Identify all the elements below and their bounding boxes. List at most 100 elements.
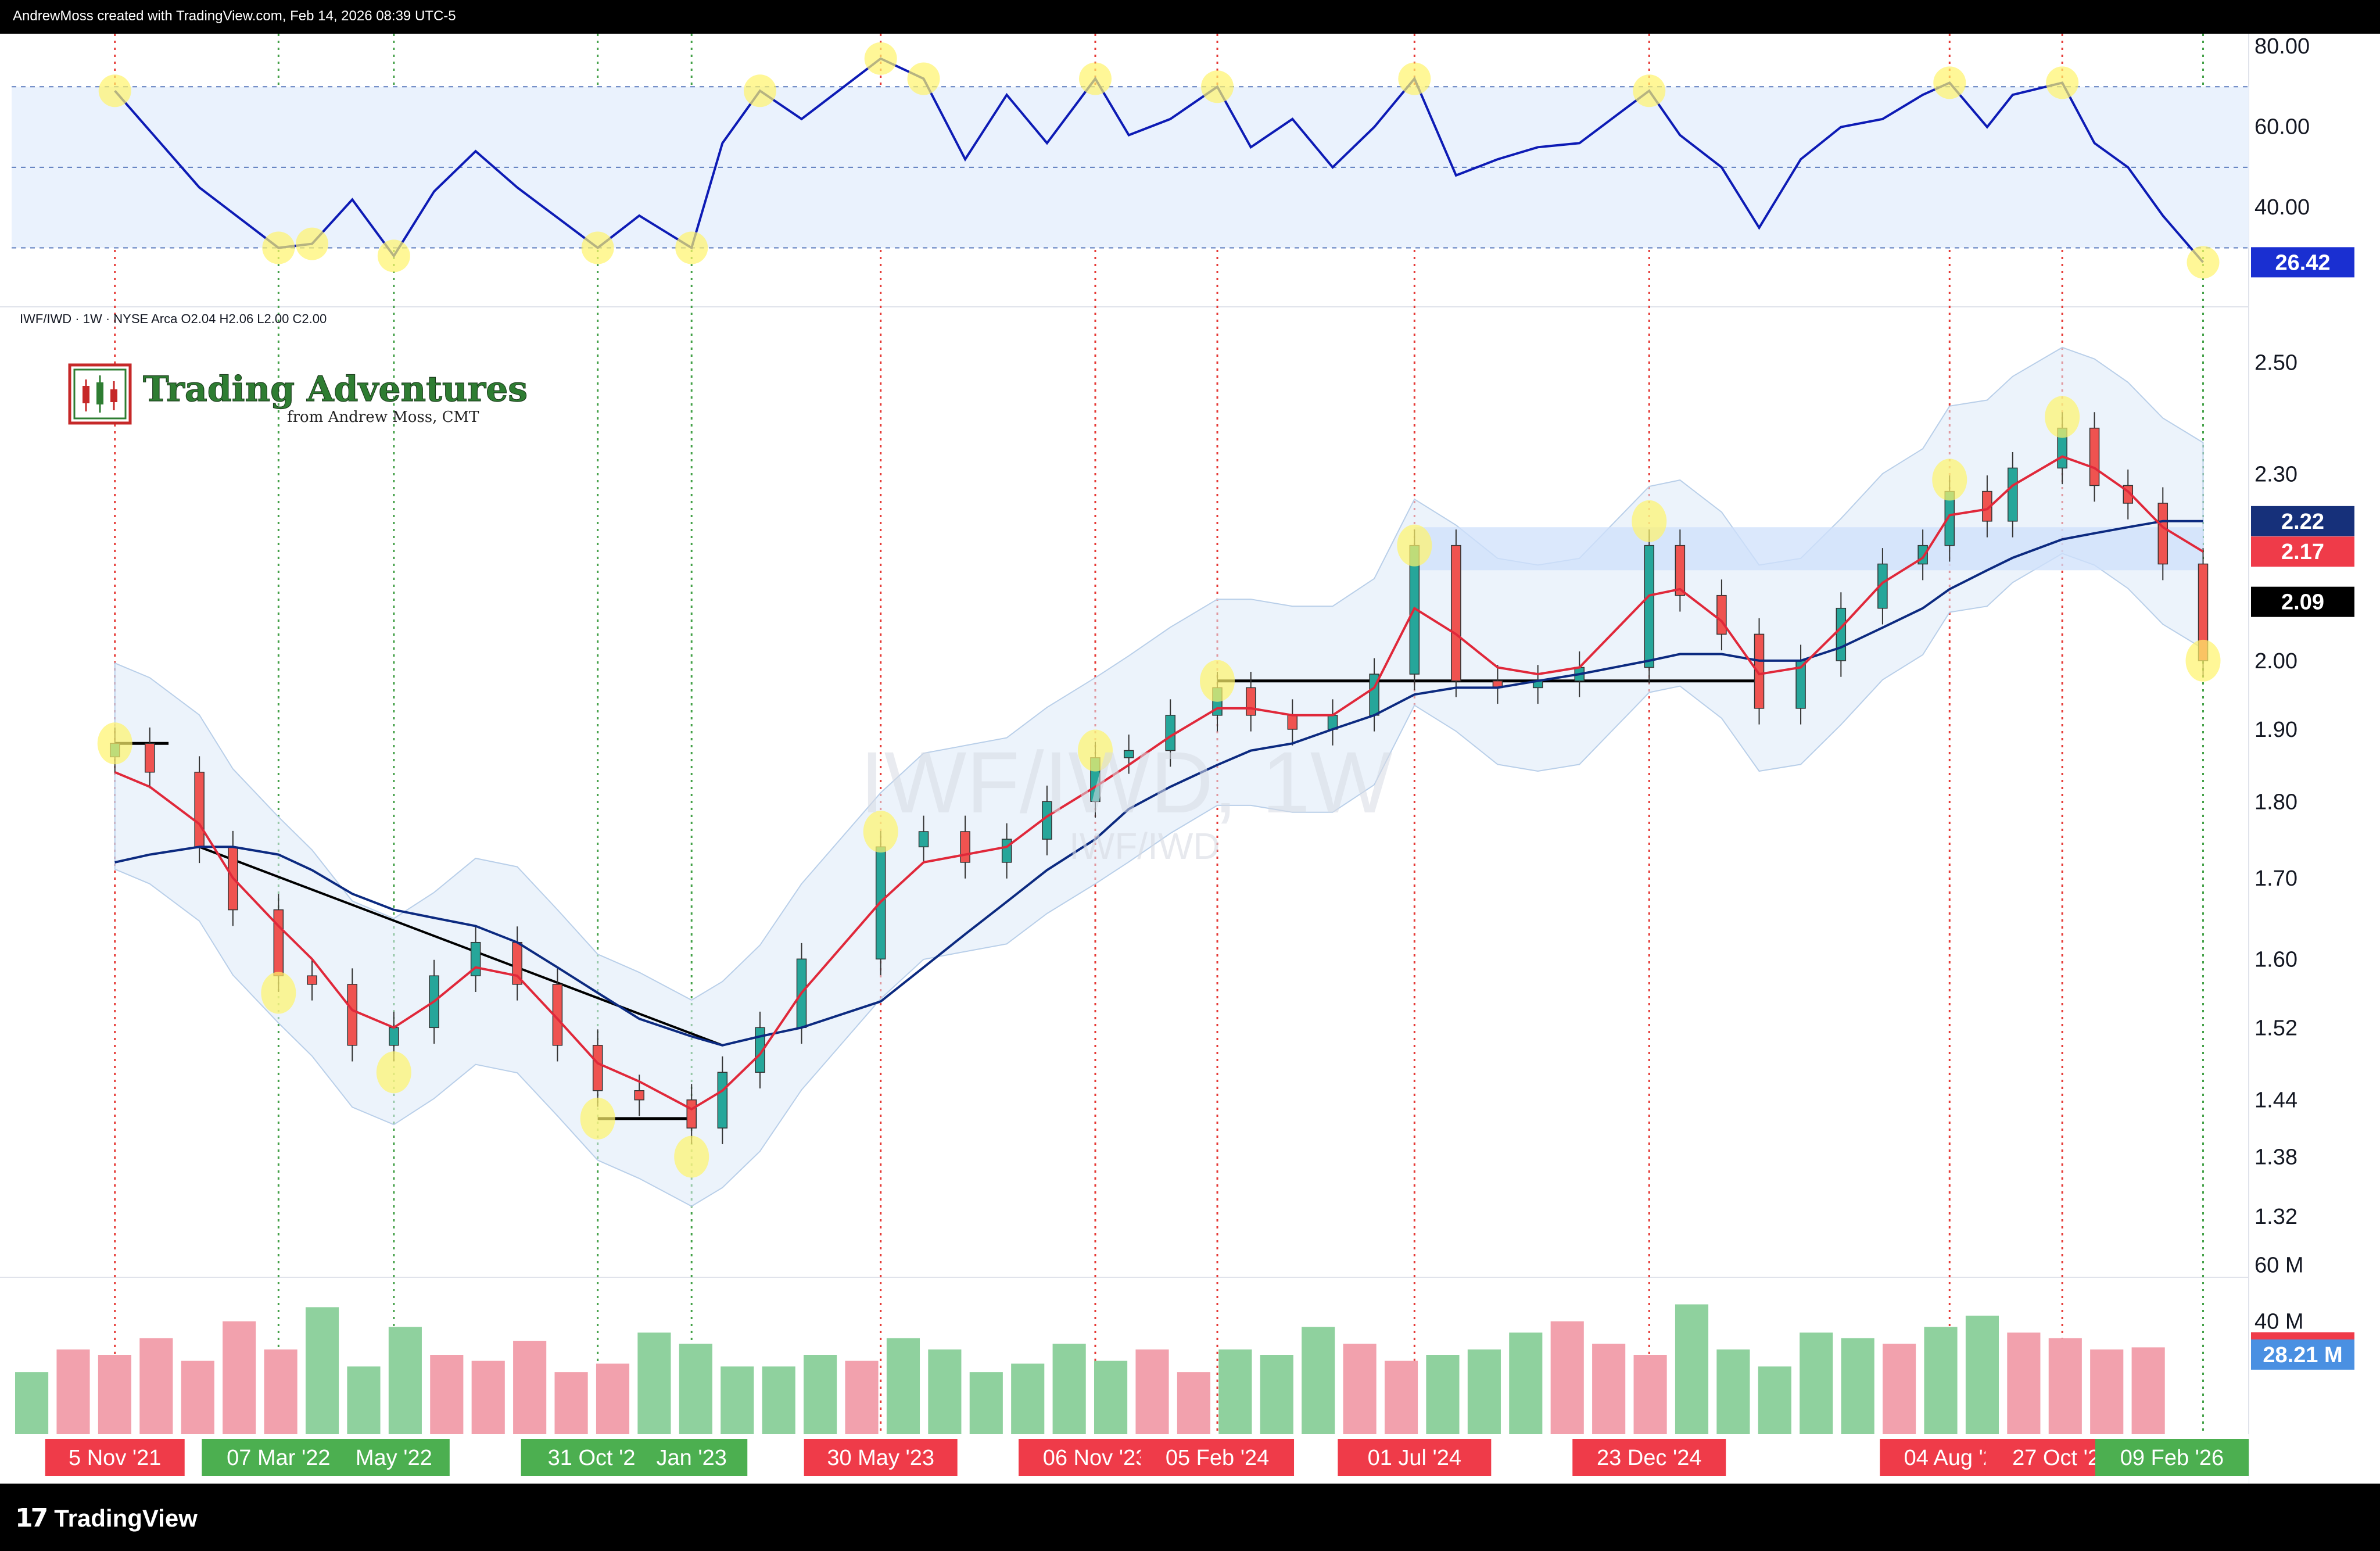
candle[interactable]	[918, 815, 929, 864]
candle[interactable]	[347, 968, 358, 1062]
volume-bar[interactable]	[1426, 1355, 1460, 1434]
candle[interactable]	[2008, 452, 2018, 538]
rsi-line[interactable]	[114, 57, 2205, 263]
volume-bar[interactable]	[1924, 1327, 1958, 1434]
volume-bar[interactable]	[2048, 1338, 2082, 1434]
volume-bar[interactable]	[388, 1327, 422, 1434]
chart-canvas[interactable]: 80.00 60.00 40.00 2.50 2.30 2.00 1.90 1.80 1.70 1…	[0, 34, 2380, 1484]
volume-bar[interactable]	[1883, 1344, 1916, 1434]
candle[interactable]	[1001, 823, 1012, 879]
volume-bar[interactable]	[223, 1321, 256, 1434]
tradingview-brand[interactable]: 17 TradingView	[15, 1503, 198, 1533]
volume-bar[interactable]	[1467, 1349, 1501, 1434]
candle[interactable]	[512, 926, 522, 1001]
volume-bar[interactable]	[1302, 1327, 1335, 1434]
volume-bar[interactable]	[886, 1338, 920, 1434]
sma-value-badge[interactable]: 2.22	[2251, 506, 2354, 536]
candle[interactable]	[592, 1029, 603, 1107]
sma-slow-line[interactable]	[114, 520, 2203, 1047]
volume-bar[interactable]	[181, 1360, 214, 1434]
volume-bar[interactable]	[804, 1355, 837, 1434]
candle[interactable]	[144, 727, 155, 789]
volume-bar[interactable]	[1052, 1344, 1086, 1434]
volume-bar[interactable]	[1343, 1344, 1377, 1434]
volume-bar[interactable]	[2131, 1347, 2165, 1434]
date-badge[interactable]: 30 May '23	[804, 1439, 958, 1476]
date-badge[interactable]: 01 Jul '24	[1338, 1439, 1492, 1476]
volume-bar[interactable]	[1177, 1372, 1210, 1434]
volume-bar[interactable]	[2090, 1349, 2124, 1434]
candle[interactable]	[717, 1056, 728, 1144]
candle[interactable]	[1644, 529, 1655, 684]
date-badge[interactable]: May '22	[338, 1439, 450, 1476]
candle[interactable]	[1795, 644, 1806, 725]
date-badge[interactable]: Jan '23	[636, 1439, 748, 1476]
candle[interactable]	[1165, 699, 1175, 767]
volume-bar[interactable]	[762, 1366, 795, 1434]
date-badge[interactable]: 5 Nov '21	[45, 1439, 185, 1476]
candle[interactable]	[2157, 487, 2168, 581]
volume-bar[interactable]	[1550, 1321, 1584, 1434]
volume-bar[interactable]	[56, 1349, 90, 1434]
volume-bar[interactable]	[1965, 1316, 1999, 1434]
candle[interactable]	[307, 959, 317, 1001]
ema-fast-line[interactable]	[114, 455, 2204, 1111]
candle[interactable]	[755, 1011, 765, 1089]
candle[interactable]	[1675, 529, 1686, 612]
date-badge[interactable]: 23 Dec '24	[1572, 1439, 1726, 1476]
volume-bar[interactable]	[554, 1372, 588, 1434]
volume-bar[interactable]	[928, 1349, 962, 1434]
volume-bar[interactable]	[264, 1349, 298, 1434]
rsi-panel[interactable]	[12, 42, 2249, 279]
volume-ma-badge[interactable]: 28.21 M	[2251, 1339, 2354, 1370]
volume-bar[interactable]	[596, 1363, 630, 1434]
candle[interactable]	[2089, 412, 2100, 502]
volume-bar[interactable]	[98, 1355, 131, 1434]
volume-bar[interactable]	[1633, 1355, 1667, 1434]
price-panel[interactable]	[97, 346, 2221, 1207]
volume-bar[interactable]	[637, 1333, 671, 1434]
ema-value-badge[interactable]: 2.17	[2251, 536, 2354, 567]
volume-bar[interactable]	[1384, 1360, 1418, 1434]
date-badge[interactable]: 07 Mar '22	[202, 1439, 356, 1476]
date-axis[interactable]: 5 Nov '21 07 Mar '22 May '22 31 Oct '22 Jan …	[0, 1434, 2249, 1484]
volume-bar[interactable]	[305, 1307, 339, 1434]
candle[interactable]	[1754, 618, 1765, 725]
chart-frame[interactable]: 80.00 60.00 40.00 2.50 2.30 2.00 1.90 1.80 1.70 1…	[0, 34, 2380, 1484]
volume-bar[interactable]	[139, 1338, 173, 1434]
volume-bar[interactable]	[1841, 1338, 1874, 1434]
close-value-badge[interactable]: 2.09	[2251, 586, 2354, 617]
date-badge[interactable]: 09 Feb '26	[2095, 1439, 2249, 1476]
volume-panel[interactable]	[15, 1304, 2165, 1434]
volume-bar[interactable]	[513, 1341, 547, 1434]
candle[interactable]	[552, 968, 563, 1062]
volume-bar[interactable]	[347, 1366, 381, 1434]
candle[interactable]	[634, 1074, 644, 1116]
volume-bar[interactable]	[845, 1360, 879, 1434]
price-tick-label: 1.38	[2254, 1145, 2297, 1170]
volume-bar[interactable]	[1716, 1349, 1750, 1434]
volume-bar[interactable]	[1800, 1333, 1833, 1434]
volume-bar[interactable]	[2007, 1333, 2041, 1434]
candle[interactable]	[1451, 529, 1461, 697]
volume-bar[interactable]	[721, 1366, 754, 1434]
volume-bar[interactable]	[430, 1355, 464, 1434]
volume-bar[interactable]	[1218, 1349, 1252, 1434]
top-caption-bar: AndrewMoss created with TradingView.com,…	[0, 0, 2380, 34]
volume-bar[interactable]	[1592, 1344, 1626, 1434]
volume-bar[interactable]	[969, 1372, 1003, 1434]
volume-bar[interactable]	[471, 1360, 505, 1434]
volume-bar[interactable]	[1011, 1363, 1045, 1434]
volume-bar[interactable]	[1094, 1360, 1128, 1434]
volume-bar[interactable]	[1675, 1304, 1709, 1434]
volume-bar[interactable]	[1509, 1333, 1543, 1434]
volume-bar[interactable]	[1135, 1349, 1169, 1434]
volume-bar[interactable]	[15, 1372, 49, 1434]
volume-bar[interactable]	[679, 1344, 712, 1434]
candle[interactable]	[1123, 735, 1134, 774]
rsi-value-badge[interactable]: 26.42	[2251, 247, 2354, 278]
price-axis[interactable]: 80.00 60.00 40.00 2.50 2.30 2.00 1.90 1.80 1.70 1…	[2251, 34, 2354, 1370]
volume-bar[interactable]	[1260, 1355, 1293, 1434]
date-badge[interactable]: 05 Feb '24	[1141, 1439, 1295, 1476]
volume-bar[interactable]	[1758, 1366, 1791, 1434]
